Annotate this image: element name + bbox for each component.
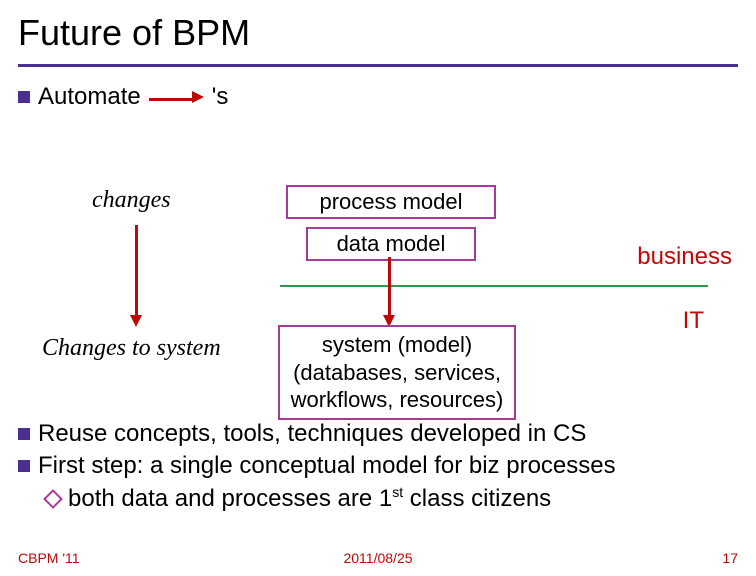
footer-left: CBPM '11 bbox=[18, 550, 80, 566]
footer-right: 17 bbox=[722, 550, 738, 566]
automate-line: Automate 's bbox=[18, 83, 738, 111]
square-bullet-icon bbox=[18, 91, 30, 103]
it-label: IT bbox=[683, 307, 704, 335]
arrow-shaft bbox=[149, 98, 193, 101]
slide-title: Future of BPM bbox=[0, 0, 756, 58]
arrow-right-icon bbox=[149, 88, 204, 106]
diamond-bullet-icon bbox=[46, 493, 58, 505]
system-box-line1: system (model) bbox=[288, 331, 506, 359]
both-sup: st bbox=[392, 484, 403, 500]
square-bullet-icon bbox=[18, 460, 30, 472]
data-model-box: data model bbox=[306, 227, 476, 261]
system-box-line3: workflows, resources) bbox=[288, 386, 506, 414]
diagram-area: Automate 's changes Changes to system pr… bbox=[0, 67, 756, 427]
changes-to-system-label: Changes to system bbox=[42, 335, 221, 362]
bottom-bullets: Reuse concepts, tools, techniques develo… bbox=[18, 420, 738, 513]
arrow-down-models-icon bbox=[388, 257, 391, 317]
first-step-line: First step: a single conceptual model fo… bbox=[18, 452, 738, 480]
automate-suffix: 's bbox=[212, 83, 229, 111]
arrow-down-changes-icon bbox=[135, 225, 138, 317]
reuse-text: Reuse concepts, tools, techniques develo… bbox=[38, 420, 586, 448]
both-prefix: both data and processes are 1 bbox=[68, 485, 392, 512]
business-label: business bbox=[637, 243, 732, 271]
divider-line bbox=[280, 285, 708, 287]
footer-center: 2011/08/25 bbox=[343, 550, 412, 566]
process-model-box: process model bbox=[286, 185, 496, 219]
changes-label: changes bbox=[92, 187, 171, 214]
first-step-text: First step: a single conceptual model fo… bbox=[38, 452, 616, 480]
both-line: both data and processes are 1st class ci… bbox=[46, 484, 738, 513]
reuse-line: Reuse concepts, tools, techniques develo… bbox=[18, 420, 738, 448]
automate-label: Automate bbox=[38, 83, 141, 111]
square-bullet-icon bbox=[18, 428, 30, 440]
system-box-line2: (databases, services, bbox=[288, 359, 506, 387]
arrow-head bbox=[192, 91, 204, 103]
both-suffix: class citizens bbox=[403, 485, 551, 512]
both-text: both data and processes are 1st class ci… bbox=[68, 484, 551, 513]
system-model-box: system (model) (databases, services, wor… bbox=[278, 325, 516, 420]
